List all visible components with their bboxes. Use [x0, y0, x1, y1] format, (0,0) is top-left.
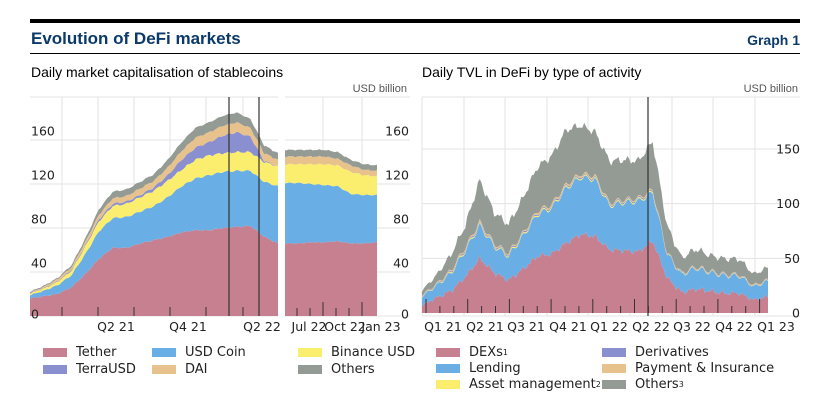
x-tick-label: Jan 23 [360, 319, 400, 334]
panel2-area-others [285, 149, 377, 171]
y-tick-label: 0 [792, 306, 800, 321]
footnote-marker: 3 [678, 380, 684, 389]
legend-label: Others [635, 377, 679, 392]
y-tick-label-left: 80 [31, 212, 47, 227]
legend-swatch [298, 365, 322, 374]
legend-label: DEXs [469, 345, 503, 360]
x-tick-label: Q2 21 [97, 319, 135, 334]
left-unit-label: USD billion [352, 83, 407, 95]
footnote-marker: 2 [595, 380, 601, 389]
x-tick-label: Q4 21 [549, 319, 587, 334]
legend-label: Others [331, 362, 375, 377]
panel2-area-usd-coin [285, 182, 377, 244]
legend-item-others: Others [298, 362, 375, 377]
legend-swatch [436, 380, 460, 389]
panel2-area-binance-usd [285, 163, 377, 196]
footnote-marker: 1 [502, 348, 508, 357]
page-title: Evolution of DeFi markets [31, 29, 241, 48]
legend-label: USD Coin [185, 345, 246, 360]
panel1-area-usd-coin [30, 170, 278, 299]
legend-item-lending: Lending [436, 361, 521, 376]
y-tick-label-left: 160 [31, 124, 55, 139]
right-unit-label: USD billion [743, 83, 798, 95]
legend-swatch [436, 364, 460, 373]
top-rule [30, 19, 800, 23]
y-tick-label-right: 120 [385, 168, 409, 183]
y-tick-label-left: 40 [31, 256, 47, 271]
x-tick-label: Q3 21 [507, 319, 545, 334]
legend-item-others: Others 3 [602, 377, 684, 392]
legend-item-terrausd: TerraUSD [43, 362, 136, 377]
legend-swatch [43, 348, 67, 357]
legend-swatch [602, 348, 626, 357]
x-tick-label: Q2 22 [243, 319, 281, 334]
x-tick-label: Q2 22 [632, 319, 670, 334]
legend-label: Lending [469, 361, 521, 376]
y-tick-label: 100 [776, 196, 800, 211]
legend-swatch [152, 348, 176, 357]
x-tick-label: Q1 21 [424, 319, 462, 334]
left-chart-title: Daily market capitalisation of stablecoi… [31, 64, 284, 80]
legend-item-dexs: DEXs 1 [436, 345, 508, 360]
legend-swatch [602, 380, 626, 389]
legend-item-derivatives: Derivatives [602, 345, 709, 360]
y-tick-label-left: 0 [31, 307, 39, 322]
tvl-area-lending [422, 175, 768, 306]
panel2-area-tether [285, 240, 377, 316]
legend-item-binance-usd: Binance USD [298, 345, 415, 360]
x-tick-label: Jul 22 [291, 319, 327, 334]
panel1-area-binance-usd [30, 150, 278, 296]
x-tick-label: Q4 22 [715, 319, 753, 334]
legend-item-usd-coin: USD Coin [152, 345, 246, 360]
legend-label: Payment & Insurance [635, 361, 775, 376]
y-tick-label-right: 40 [393, 256, 409, 271]
tvl-area-dexs [422, 231, 768, 313]
right-chart-title: Daily TVL in DeFi by type of activity [422, 64, 642, 80]
x-tick-label: Q3 22 [673, 319, 711, 334]
panel1-area-dai [30, 122, 278, 295]
legend-item-asset-management: Asset management 2 [436, 377, 601, 392]
panel1-area-tether [30, 225, 278, 316]
legend-swatch [152, 365, 176, 374]
x-tick-label: Q1 23 [757, 319, 795, 334]
y-tick-label-right: 160 [385, 124, 409, 139]
panel2-area-dai [285, 155, 377, 177]
y-tick-label-right: 0 [401, 307, 409, 322]
y-tick-label-left: 120 [31, 168, 55, 183]
legend-item-tether: Tether [43, 345, 116, 360]
x-tick-label: Oct 22 [324, 319, 366, 334]
legend-swatch [298, 348, 322, 357]
title-rule [30, 53, 800, 54]
legend-label: Asset management [469, 377, 596, 392]
legend-label: DAI [185, 362, 208, 377]
y-tick-label: 150 [776, 142, 800, 157]
legend-label: Tether [76, 345, 117, 360]
x-tick-label: Q2 21 [466, 319, 504, 334]
legend-swatch [43, 365, 67, 374]
legend-item-dai: DAI [152, 362, 208, 377]
x-tick-label: Q4 21 [169, 319, 207, 334]
legend-swatch [602, 364, 626, 373]
panel1-area-others [30, 112, 278, 294]
legend-label: TerraUSD [76, 362, 136, 377]
legend-label: Derivatives [635, 345, 709, 360]
legend-item-payment-insurance: Payment & Insurance [602, 361, 774, 376]
legend-swatch [436, 348, 460, 357]
x-tick-label: Q1 22 [590, 319, 628, 334]
legend-label: Binance USD [331, 345, 416, 360]
y-tick-label: 50 [784, 251, 800, 266]
graph-number: Graph 1 [747, 32, 800, 48]
panel1-area-terrausd [30, 131, 278, 295]
tvl-area-others [422, 122, 768, 297]
y-tick-label-right: 80 [393, 212, 409, 227]
